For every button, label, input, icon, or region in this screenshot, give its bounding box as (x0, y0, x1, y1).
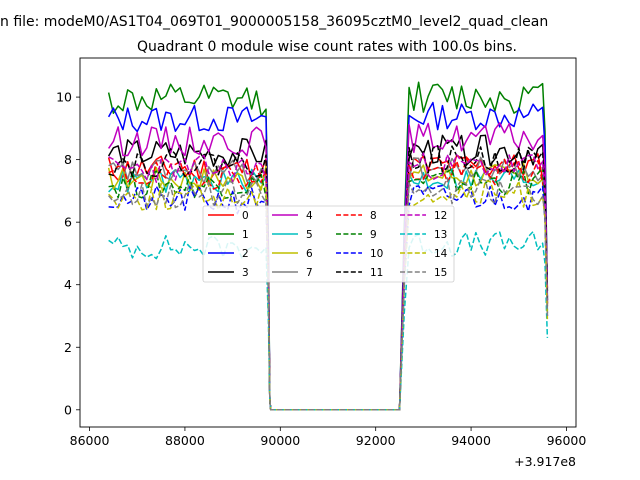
x-tick-label-86000: 86000 (70, 433, 110, 448)
legend-label-10: 10 (370, 248, 383, 260)
x-offset-text: +3.917e8 (514, 454, 576, 469)
axes-title: Quadrant 0 module wise count rates with … (137, 39, 517, 55)
x-tick-label-92000: 92000 (356, 433, 396, 448)
y-tick-label-2: 2 (64, 340, 72, 355)
x-tick-label-94000: 94000 (451, 433, 491, 448)
x-tick-label-96000: 96000 (547, 433, 587, 448)
y-tick-label-4: 4 (64, 277, 72, 292)
y-tick-label-0: 0 (64, 402, 72, 417)
legend-label-9: 9 (370, 229, 377, 241)
y-tick-label-10: 10 (56, 90, 72, 105)
legend-label-1: 1 (242, 229, 249, 241)
legend-label-2: 2 (242, 248, 249, 260)
plot-frame (79, 57, 577, 428)
legend-label-0: 0 (242, 210, 249, 222)
x-axis: 86000 88000 90000 92000 94000 96000 (70, 427, 587, 448)
legend-label-15: 15 (434, 267, 447, 279)
x-tick-label-90000: 90000 (260, 433, 300, 448)
legend-label-5: 5 (306, 229, 313, 241)
y-tick-label-8: 8 (64, 152, 72, 167)
series-line-15 (108, 177, 549, 411)
legend-frame (202, 205, 455, 283)
y-axis: 0 2 4 6 8 10 (56, 90, 80, 417)
legend-label-11: 11 (370, 267, 383, 279)
legend-label-6: 6 (306, 248, 313, 260)
legend-label-14: 14 (434, 248, 448, 260)
legend-label-13: 13 (434, 229, 447, 241)
y-tick-label-6: 6 (64, 215, 72, 230)
x-tick-label-88000: 88000 (165, 433, 205, 448)
legend-label-3: 3 (242, 267, 249, 279)
legend-label-12: 12 (434, 210, 447, 222)
series-layer (107, 81, 549, 411)
figure-suptitle: n file: modeM0/AS1T04_069T01_9000005158_… (0, 14, 548, 30)
legend-label-7: 7 (306, 267, 313, 279)
legend-label-8: 8 (370, 210, 377, 222)
legend-label-4: 4 (306, 210, 313, 222)
